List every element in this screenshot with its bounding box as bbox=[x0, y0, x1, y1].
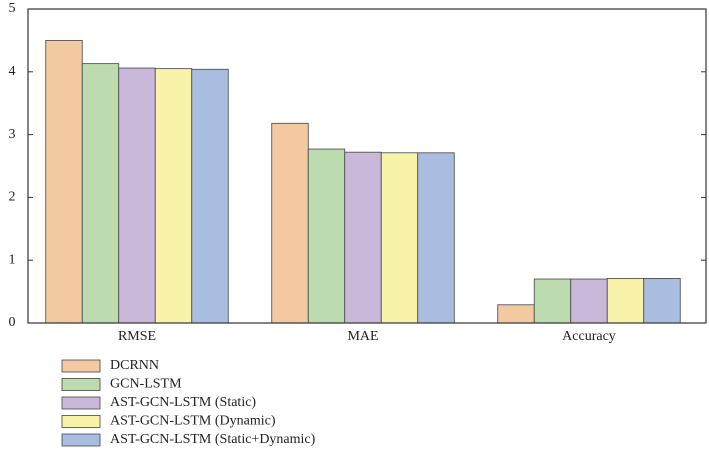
bar bbox=[307, 148, 346, 324]
x-tick-label: Accuracy bbox=[562, 329, 616, 344]
bar bbox=[643, 278, 681, 324]
plot-frame bbox=[27, 8, 707, 324]
legend-swatch bbox=[61, 396, 101, 410]
y-tick-label: 2 bbox=[9, 190, 16, 205]
bar bbox=[380, 152, 419, 324]
y-tick-label: 4 bbox=[9, 64, 16, 79]
legend-swatch bbox=[61, 359, 101, 373]
legend-swatch bbox=[61, 415, 101, 428]
y-tick-label: 5 bbox=[9, 1, 16, 16]
bar bbox=[45, 40, 83, 324]
bar bbox=[570, 278, 608, 324]
bar bbox=[81, 63, 120, 324]
x-tick-label: RMSE bbox=[118, 329, 156, 344]
bar bbox=[191, 68, 229, 324]
bar bbox=[154, 68, 193, 324]
legend-swatch bbox=[61, 433, 101, 447]
legend-swatch bbox=[61, 378, 101, 391]
y-tick-label: 0 bbox=[9, 315, 16, 330]
bar bbox=[606, 278, 645, 324]
y-tick-label: 3 bbox=[9, 127, 16, 142]
bar bbox=[497, 304, 535, 324]
bar bbox=[118, 67, 156, 324]
legend-label: GCN-LSTM bbox=[110, 377, 182, 392]
bar bbox=[271, 122, 309, 324]
bar bbox=[533, 278, 572, 324]
legend-label: DCRNN bbox=[110, 358, 159, 373]
legend-label: AST-GCN-LSTM (Dynamic) bbox=[110, 414, 276, 429]
x-tick-label: MAE bbox=[347, 329, 378, 344]
y-tick-label: 1 bbox=[9, 252, 16, 267]
legend-label: AST-GCN-LSTM (Static+Dynamic) bbox=[110, 432, 316, 447]
legend-label: AST-GCN-LSTM (Static) bbox=[110, 395, 256, 410]
bar bbox=[344, 151, 382, 324]
bar bbox=[417, 152, 455, 324]
